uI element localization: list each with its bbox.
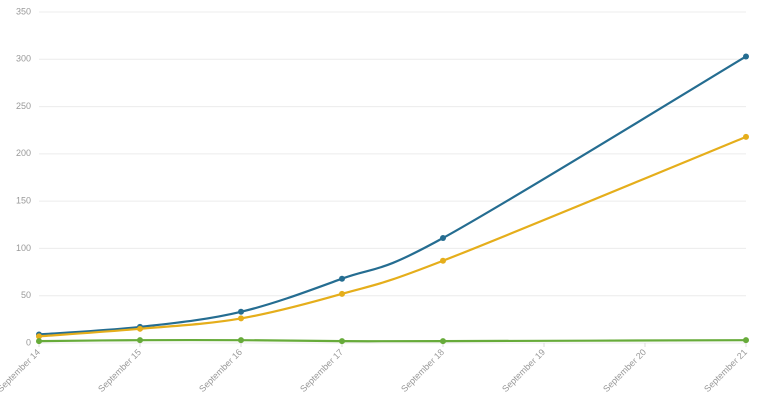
x-tick-label: September 20 [601, 347, 648, 394]
x-tick-label: September 17 [298, 347, 345, 394]
x-tick-label: September 15 [96, 347, 143, 394]
x-tick-label: September 18 [399, 347, 446, 394]
x-tick-label: September 19 [500, 347, 547, 394]
data-point [743, 337, 749, 344]
data-point [36, 333, 42, 340]
series-line [38, 135, 747, 338]
y-tick-label: 50 [21, 290, 31, 300]
data-point [238, 337, 244, 344]
x-tick-label: September 21 [702, 347, 749, 394]
data-point [36, 338, 42, 345]
data-point [339, 290, 345, 297]
data-point [743, 133, 749, 140]
y-tick-label: 200 [16, 148, 31, 158]
y-tick-label: 250 [16, 101, 31, 111]
data-point [238, 308, 244, 315]
data-point [238, 315, 244, 322]
series-line [38, 338, 747, 343]
data-point [743, 53, 749, 60]
x-tick-label: September 16 [197, 347, 244, 394]
y-tick-label: 100 [16, 243, 31, 253]
data-point [137, 325, 143, 332]
x-tick-label: September 14 [0, 347, 42, 394]
y-tick-label: 300 [16, 54, 31, 64]
data-point [440, 338, 446, 345]
y-tick-label: 150 [16, 196, 31, 206]
series-line [38, 55, 747, 336]
data-point [339, 275, 345, 282]
data-point [440, 257, 446, 264]
y-tick-label: 0 [26, 337, 31, 347]
y-tick-label: 350 [16, 6, 31, 16]
data-point [339, 338, 345, 345]
data-point [440, 235, 446, 242]
data-point [137, 337, 143, 344]
